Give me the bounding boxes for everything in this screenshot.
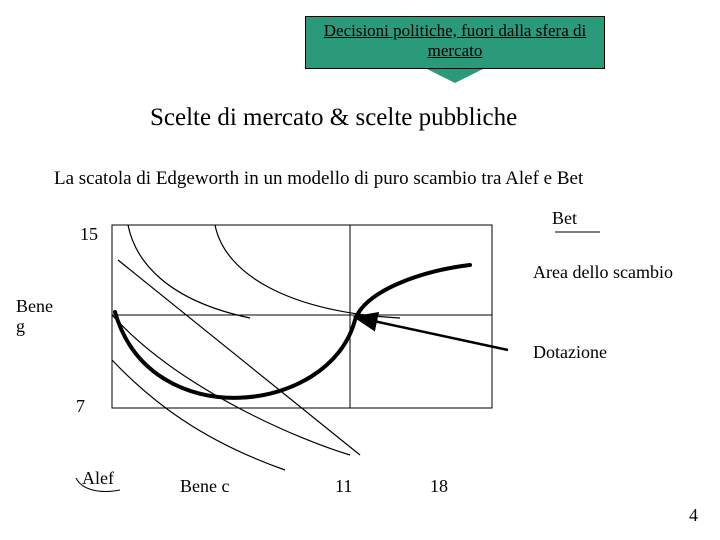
label-alef: Alef bbox=[82, 468, 114, 489]
label-y-top: 15 bbox=[80, 224, 98, 245]
page-number: 4 bbox=[689, 505, 698, 526]
label-bet: Bet bbox=[552, 208, 577, 229]
curve-alef_ic_high bbox=[112, 315, 350, 455]
label-bene-g-1: Bene bbox=[16, 296, 53, 317]
label-area: Area dello scambio bbox=[533, 262, 673, 283]
label-bene-c: Bene c bbox=[180, 476, 229, 497]
label-y-bottom: 7 bbox=[76, 396, 85, 417]
curve-alef_ic_low bbox=[112, 360, 285, 470]
curve-bet_ic_right bbox=[215, 225, 400, 318]
dotazione-arrow bbox=[355, 317, 508, 350]
curve-budget_line bbox=[118, 260, 360, 455]
label-dotazione: Dotazione bbox=[533, 342, 607, 363]
label-x-right: 18 bbox=[430, 476, 448, 497]
curve-bet_ic_left bbox=[128, 225, 250, 318]
label-x-left: 11 bbox=[335, 476, 352, 497]
label-bene-g-2: g bbox=[16, 316, 25, 337]
